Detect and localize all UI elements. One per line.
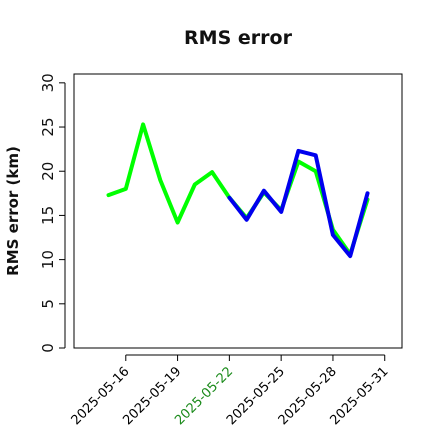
y-tick-label: 0 [39, 343, 57, 353]
y-axis: 0 5 10 15 20 25 30 [39, 73, 66, 353]
y-axis-label: RMS error (km) [4, 146, 22, 276]
y-tick-label: 30 [39, 73, 57, 92]
y-tick-label: 20 [39, 162, 57, 181]
series-layer [106, 122, 370, 259]
plot-frame [73, 73, 403, 349]
chart-title: RMS error [184, 27, 293, 49]
y-tick-label: 15 [39, 206, 57, 225]
y-tick-label: 10 [39, 250, 57, 269]
series-line-2 [227, 148, 370, 259]
x-axis: 2025-05-162025-05-192025-05-222025-05-25… [69, 354, 392, 428]
y-tick-label: 5 [39, 299, 57, 309]
series-line-1 [106, 122, 370, 257]
y-tick-label: 25 [39, 117, 57, 136]
